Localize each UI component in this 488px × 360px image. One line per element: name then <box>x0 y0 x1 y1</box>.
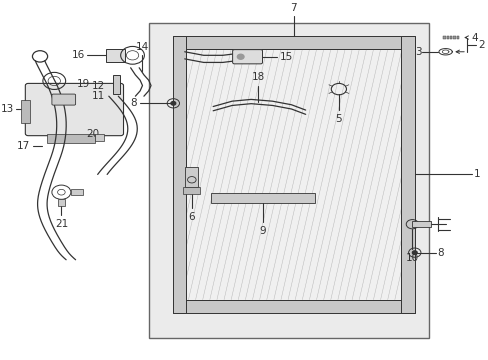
FancyBboxPatch shape <box>232 50 262 64</box>
Text: 8: 8 <box>130 98 137 108</box>
Text: 3: 3 <box>414 47 421 57</box>
Bar <box>446 36 448 39</box>
Text: 11: 11 <box>92 91 105 101</box>
Text: 5: 5 <box>335 114 342 124</box>
Bar <box>58 199 65 206</box>
Bar <box>456 36 458 39</box>
Text: 18: 18 <box>251 72 264 82</box>
Bar <box>106 49 125 62</box>
Text: 20: 20 <box>86 129 99 139</box>
Bar <box>452 36 455 39</box>
Bar <box>21 100 30 123</box>
Text: 10: 10 <box>405 253 418 264</box>
Bar <box>172 36 186 313</box>
Text: 15: 15 <box>279 52 292 62</box>
Circle shape <box>171 102 175 105</box>
Text: 12: 12 <box>92 81 105 90</box>
Bar <box>449 36 451 39</box>
Bar <box>442 36 445 39</box>
Bar <box>183 187 200 194</box>
Bar <box>185 167 198 187</box>
Text: 8: 8 <box>436 248 443 258</box>
Bar <box>411 221 430 227</box>
Bar <box>112 75 120 94</box>
Circle shape <box>237 54 244 59</box>
Text: 9: 9 <box>259 226 266 236</box>
Bar <box>94 134 104 141</box>
Bar <box>149 23 428 338</box>
FancyBboxPatch shape <box>25 84 123 136</box>
Text: 13: 13 <box>0 104 14 114</box>
Text: 2: 2 <box>477 40 484 50</box>
Bar <box>47 134 94 144</box>
Text: 21: 21 <box>55 219 68 229</box>
Bar <box>401 36 414 313</box>
Circle shape <box>411 251 416 255</box>
Text: 4: 4 <box>471 32 477 42</box>
Bar <box>186 49 401 300</box>
Bar <box>172 300 414 313</box>
Bar <box>210 193 315 203</box>
Text: 16: 16 <box>72 50 85 60</box>
Text: 19: 19 <box>77 79 90 89</box>
Bar <box>172 36 414 49</box>
FancyBboxPatch shape <box>52 94 76 105</box>
Text: 14: 14 <box>135 42 148 52</box>
Text: 7: 7 <box>290 3 297 13</box>
Text: 1: 1 <box>473 170 480 179</box>
Text: 17: 17 <box>17 141 30 151</box>
Bar <box>71 189 82 195</box>
Text: 6: 6 <box>188 212 195 222</box>
